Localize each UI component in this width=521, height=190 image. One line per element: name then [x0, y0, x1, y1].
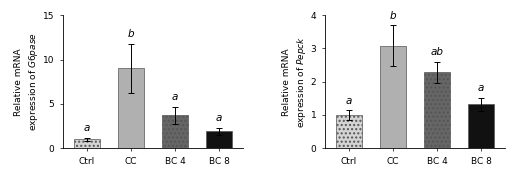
Text: a: a	[478, 83, 485, 93]
Bar	[336, 115, 362, 148]
Text: b: b	[390, 10, 396, 21]
Bar	[424, 72, 450, 148]
Bar	[468, 104, 494, 148]
Bar	[206, 131, 232, 148]
Bar	[73, 139, 100, 148]
Text: ab: ab	[430, 47, 443, 57]
Text: a: a	[83, 123, 90, 133]
Bar	[380, 46, 406, 148]
Text: b: b	[128, 29, 134, 39]
Y-axis label: Relative mRNA
expression of $\it{G6pase}$: Relative mRNA expression of $\it{G6pase}…	[14, 32, 40, 131]
Text: a: a	[216, 113, 222, 123]
Bar	[118, 68, 144, 148]
Bar	[162, 115, 188, 148]
Y-axis label: Relative mRNA
expression of $\it{Pepck}$: Relative mRNA expression of $\it{Pepck}$	[282, 36, 308, 128]
Text: a: a	[172, 92, 178, 102]
Text: a: a	[345, 96, 352, 106]
